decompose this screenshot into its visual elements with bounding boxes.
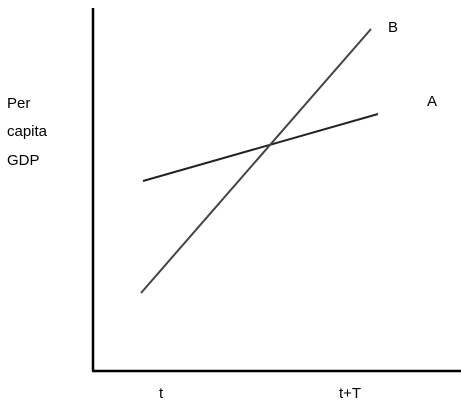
series-label-a: A xyxy=(427,93,437,110)
y-axis-label-line-3: GDP xyxy=(7,152,40,169)
series-line-b xyxy=(140,28,372,294)
x-tick-label-t-plus-T: t+T xyxy=(339,385,361,402)
series-line-a xyxy=(142,113,379,182)
x-tick-label-t: t xyxy=(159,385,164,402)
series-label-b: B xyxy=(388,19,398,36)
y-axis-label-line-2: capita xyxy=(7,123,48,140)
y-axis-label-line-1: Per xyxy=(7,95,30,112)
